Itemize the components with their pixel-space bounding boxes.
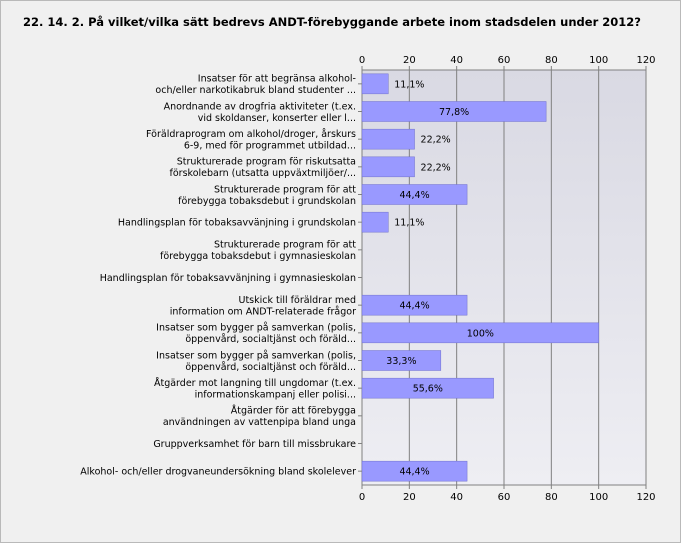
category-label: användningen av vattenpipa bland unga xyxy=(163,417,356,428)
tick-label-bottom: 60 xyxy=(498,492,511,503)
category-label: informationskampanj eller polisi... xyxy=(195,389,356,400)
category-label: Insatser som bygger på samverkan (polis, xyxy=(156,323,356,334)
category-label: Strukturerade program för riskutsatta xyxy=(177,157,356,168)
category-label: Handlingsplan för tobaksavvänjning i gym… xyxy=(100,273,356,284)
tick-label-top: 0 xyxy=(359,55,365,66)
tick-label-top: 40 xyxy=(450,55,463,66)
tick-label-bottom: 0 xyxy=(359,492,365,503)
category-label: Insatser som bygger på samverkan (polis, xyxy=(156,350,356,361)
category-label: förebygga tobaksdebut i gymnasieskolan xyxy=(160,251,356,262)
tick-label-top: 120 xyxy=(636,55,655,66)
bar xyxy=(361,156,415,178)
data-label: 22,2% xyxy=(421,135,451,146)
data-label: 100% xyxy=(467,328,494,339)
data-label: 33,3% xyxy=(386,356,416,367)
category-label: Anordnande av drogfria aktiviteter (t.ex… xyxy=(164,101,356,112)
category-label: information om ANDT-relaterade frågor xyxy=(170,306,356,317)
data-label: 44,4% xyxy=(399,190,429,201)
data-label: 22,2% xyxy=(421,162,451,173)
tick-label-bottom: 20 xyxy=(403,492,416,503)
bar xyxy=(361,73,389,95)
category-label: öppenvård, socialtjänst och föräld... xyxy=(185,362,356,373)
category-label: Åtgärder mot langning till ungdomar (t.e… xyxy=(154,377,356,389)
category-label: Utskick till föräldrar med xyxy=(238,295,356,306)
tick-label-bottom: 40 xyxy=(450,492,463,503)
category-label: Alkohol- och/eller drogvaneundersökning … xyxy=(80,467,356,478)
tick-label-bottom: 80 xyxy=(545,492,558,503)
category-label: förebygga tobaksdebut i grundskolan xyxy=(178,196,356,207)
category-label: Strukturerade program för att xyxy=(214,184,356,195)
bar xyxy=(361,211,389,233)
category-label: Gruppverksamhet för barn till missbrukar… xyxy=(153,439,356,450)
bar xyxy=(361,128,415,150)
data-label: 44,4% xyxy=(399,467,429,478)
category-label: öppenvård, socialtjänst och föräld... xyxy=(185,334,356,345)
tick-label-bottom: 120 xyxy=(636,492,655,503)
data-label: 44,4% xyxy=(399,301,429,312)
category-label: och/eller narkotikabruk bland studenter … xyxy=(155,85,356,96)
data-label: 11,1% xyxy=(394,79,424,90)
data-label: 77,8% xyxy=(439,107,469,118)
category-label: Insatser för att begränsa alkohol- xyxy=(198,74,356,85)
tick-label-bottom: 100 xyxy=(589,492,608,503)
category-label: Handlingsplan för tobaksavvänjning i gru… xyxy=(118,218,356,229)
tick-label-top: 80 xyxy=(545,55,558,66)
category-label: förskolebarn (utsatta uppväxtmiljöer/... xyxy=(170,168,356,179)
tick-label-top: 20 xyxy=(403,55,416,66)
chart-title: 22. 14. 2. På vilket/vilka sätt bedrevs … xyxy=(23,15,641,29)
category-label: Strukturerade program för att xyxy=(214,240,356,251)
category-label: Åtgärder för att förebygga xyxy=(231,405,356,417)
category-label: Föräldraprogram om alkohol/droger, årsku… xyxy=(146,129,356,140)
tick-label-top: 100 xyxy=(589,55,608,66)
data-label: 11,1% xyxy=(394,218,424,229)
category-label: 6-9, med för programmet utbildad... xyxy=(184,140,356,151)
category-label: vid skoldanser, konserter eller l... xyxy=(198,113,356,124)
data-label: 55,6% xyxy=(413,384,443,395)
tick-label-top: 60 xyxy=(498,55,511,66)
